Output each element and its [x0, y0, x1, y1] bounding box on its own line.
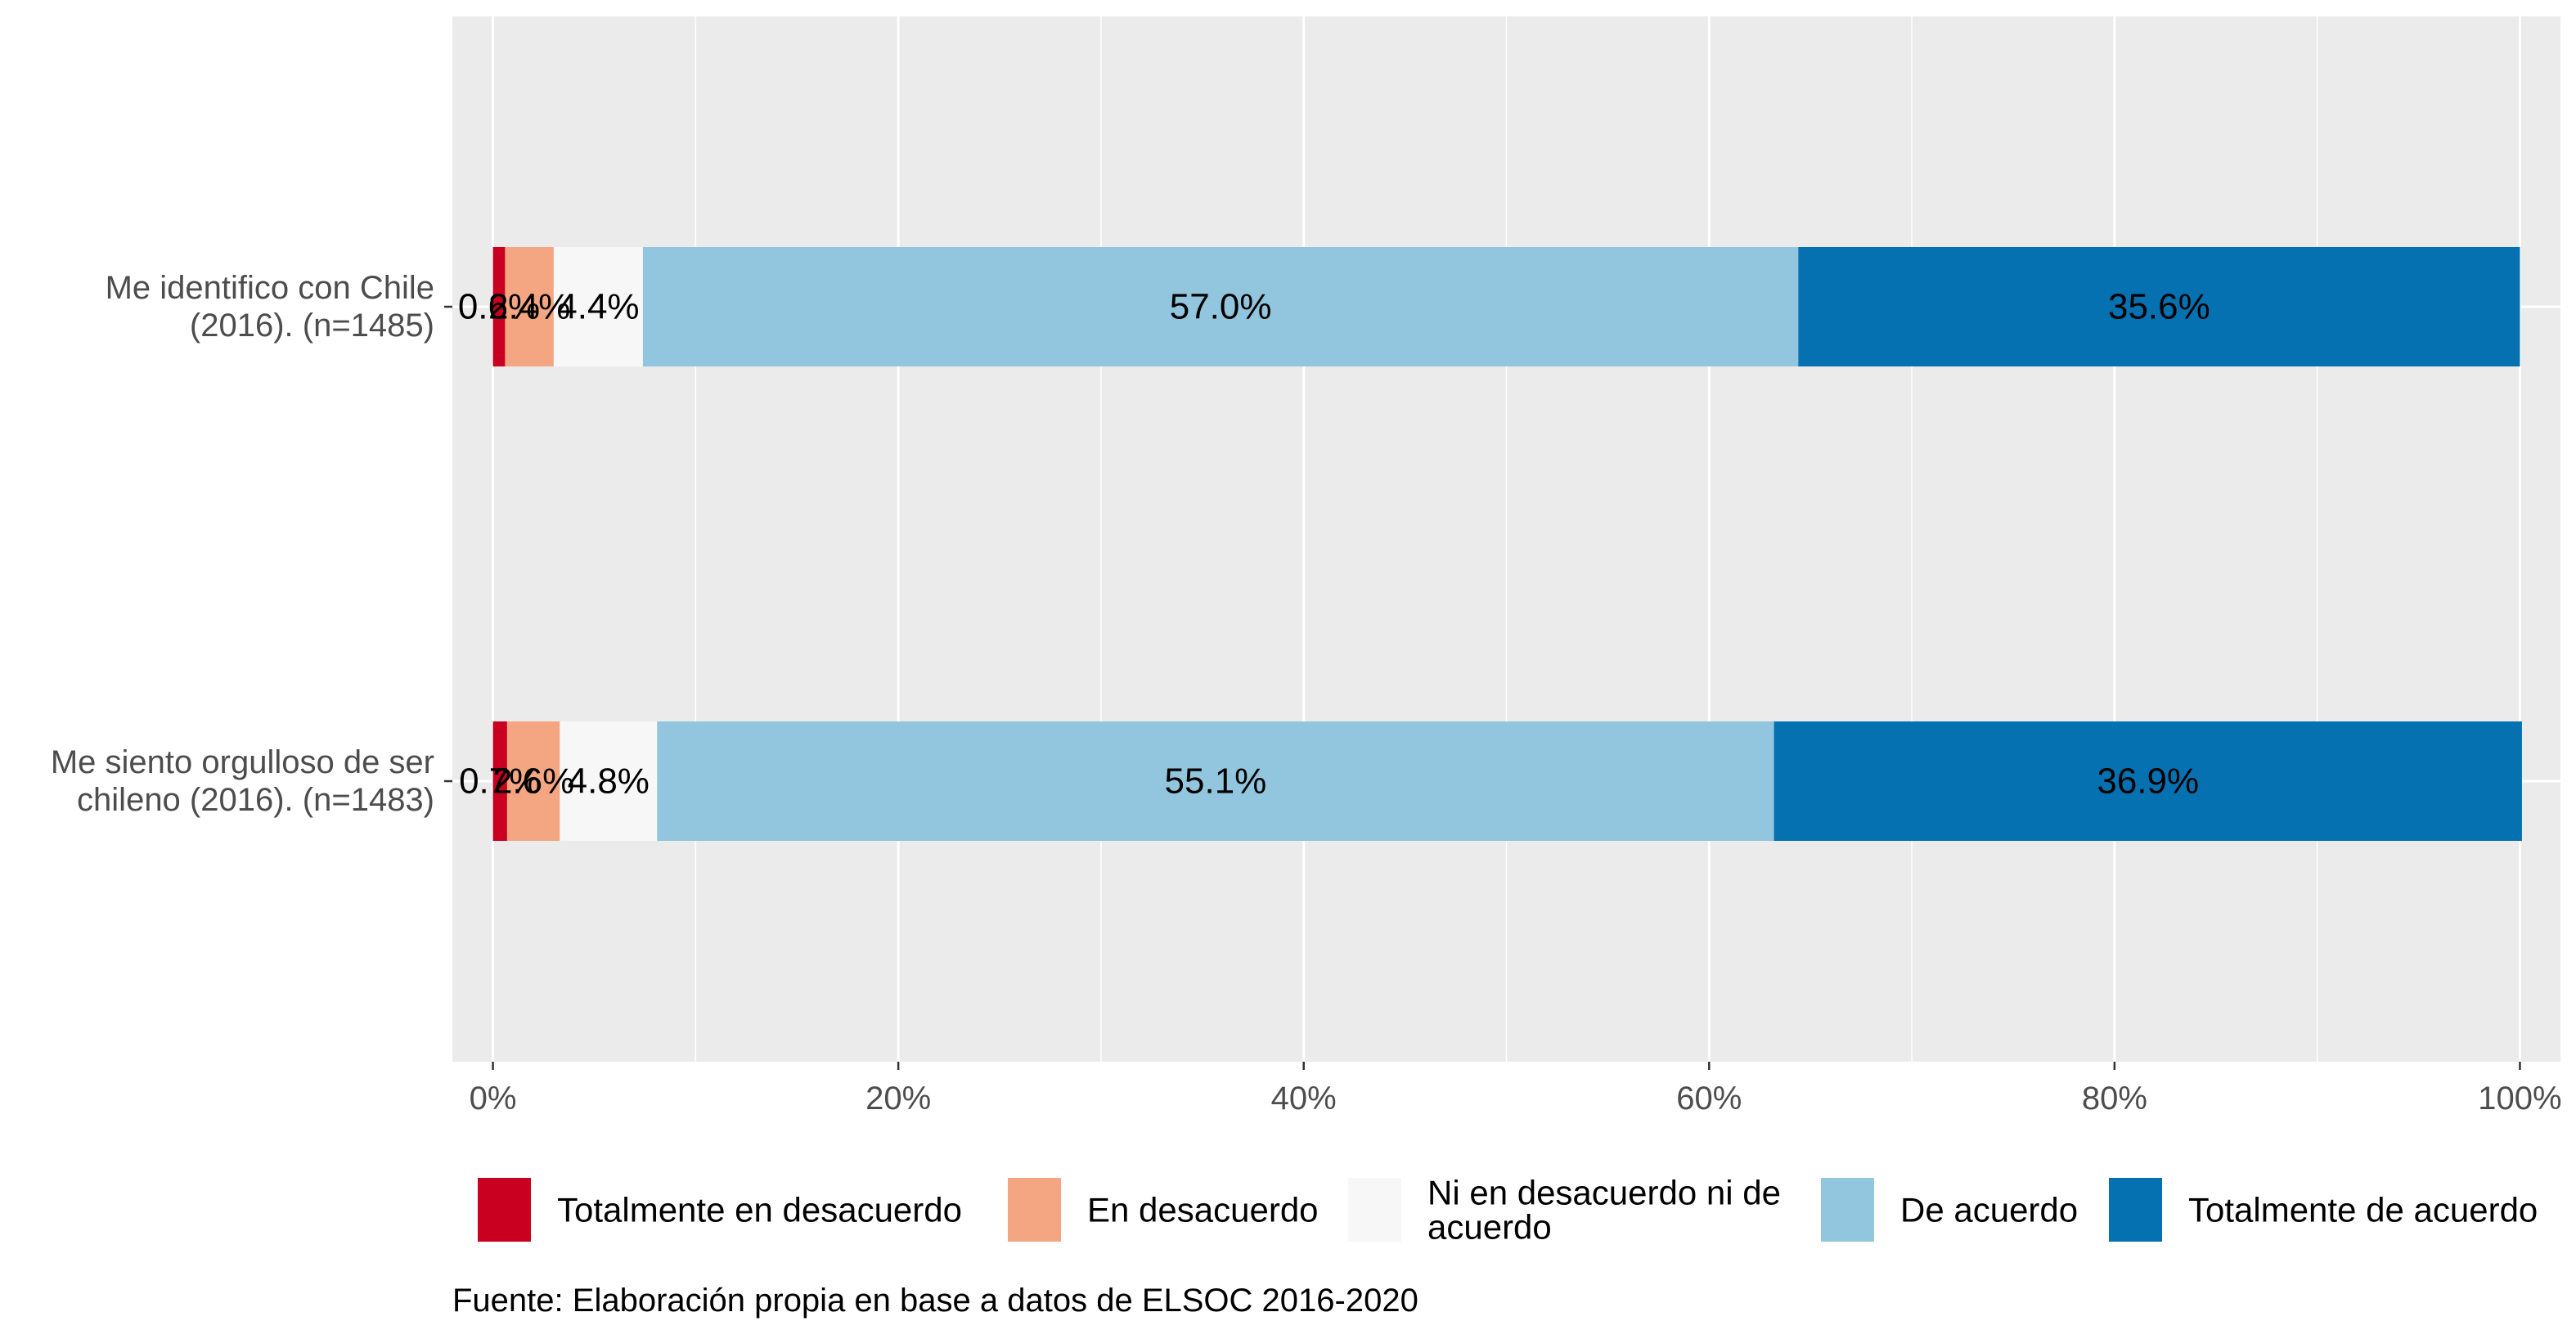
x-tick-label: 100% — [2478, 1081, 2561, 1117]
bar-segment — [1798, 247, 2520, 366]
bar-segment — [553, 247, 643, 366]
legend-item: En desacuerdo — [1008, 1178, 1319, 1242]
bars — [492, 247, 2522, 841]
legend: Totalmente en desacuerdo En desacuerdo Ni … — [478, 1174, 2538, 1247]
x-tick-label: 0% — [470, 1081, 517, 1117]
bar-value-label: 57.0% — [1170, 287, 1272, 327]
category-label: Me siento orgulloso de ser chileno (2016)… — [51, 744, 434, 818]
legend-label-line: Ni en desacuerdo ni de — [1427, 1174, 1781, 1212]
bar-segment — [642, 247, 1799, 366]
category-label: Me identifico con Chile (2016). (n=1485) — [106, 270, 434, 344]
bar-value-label: 2.6% — [492, 762, 574, 802]
category-label-line: Me siento orgulloso de ser — [51, 744, 434, 780]
legend-label: En desacuerdo — [1087, 1191, 1319, 1229]
legend-item: Totalmente en desacuerdo — [478, 1178, 962, 1242]
bar-segment — [492, 247, 506, 366]
bar-value-label: 36.9% — [2097, 762, 2199, 802]
bar-segment — [1774, 721, 2522, 841]
x-tick-label: 40% — [1271, 1081, 1337, 1117]
legend-item: Totalmente de acuerdo — [2109, 1178, 2538, 1242]
legend-key — [1821, 1178, 1874, 1242]
bar-value-label: 4.8% — [568, 762, 650, 802]
x-tick-label: 60% — [1676, 1081, 1742, 1117]
bar-segment — [492, 721, 507, 841]
legend-label: Ni en desacuerdo ni de acuerdo — [1427, 1174, 1781, 1247]
legend-item: Ni en desacuerdo ni de acuerdo — [1348, 1174, 1781, 1247]
legend-label: De acuerdo — [1900, 1191, 2078, 1229]
bar-value-label: 0.7% — [459, 762, 541, 802]
legend-key — [478, 1178, 531, 1242]
bar-value-label: 2.4% — [488, 287, 570, 327]
bar-segment — [657, 721, 1774, 841]
category-label-line: chileno (2016). (n=1483) — [77, 782, 434, 818]
legend-key — [1348, 1178, 1401, 1242]
bar-value-label: 35.6% — [2108, 287, 2210, 327]
legend-item: De acuerdo — [1821, 1178, 2078, 1242]
data-labels: 0.6%2.4%4.4% 57.0% 35.6% 0.7%2.6%4.8% 55.1% 3… — [458, 287, 2210, 802]
x-axis: 0% 20% 40% 60% 80% 100% — [470, 1062, 2562, 1117]
x-tick-label: 80% — [2082, 1081, 2147, 1117]
x-tick-label: 20% — [865, 1081, 931, 1117]
bar-value-label: 0.6% — [458, 287, 540, 327]
legend-key — [1008, 1178, 1061, 1242]
legend-label-line: acuerdo — [1427, 1208, 1552, 1247]
bar-segment — [560, 721, 658, 841]
category-label-line: Me identifico con Chile — [106, 270, 434, 306]
bar-value-label: 55.1% — [1165, 762, 1267, 802]
y-axis: Me identifico con Chile (2016). (n=1485)M… — [51, 270, 452, 818]
legend-key — [2109, 1178, 2162, 1242]
bar-value-label: 4.4% — [557, 287, 639, 327]
legend-label: Totalmente de acuerdo — [2188, 1191, 2538, 1229]
bar-segment — [505, 247, 554, 366]
legend-label: Totalmente en desacuerdo — [557, 1191, 962, 1229]
category-label-line: (2016). (n=1485) — [190, 308, 434, 344]
chart-caption: Fuente: Elaboración propia en base a dat… — [452, 1283, 1418, 1319]
bar-segment — [506, 721, 560, 841]
